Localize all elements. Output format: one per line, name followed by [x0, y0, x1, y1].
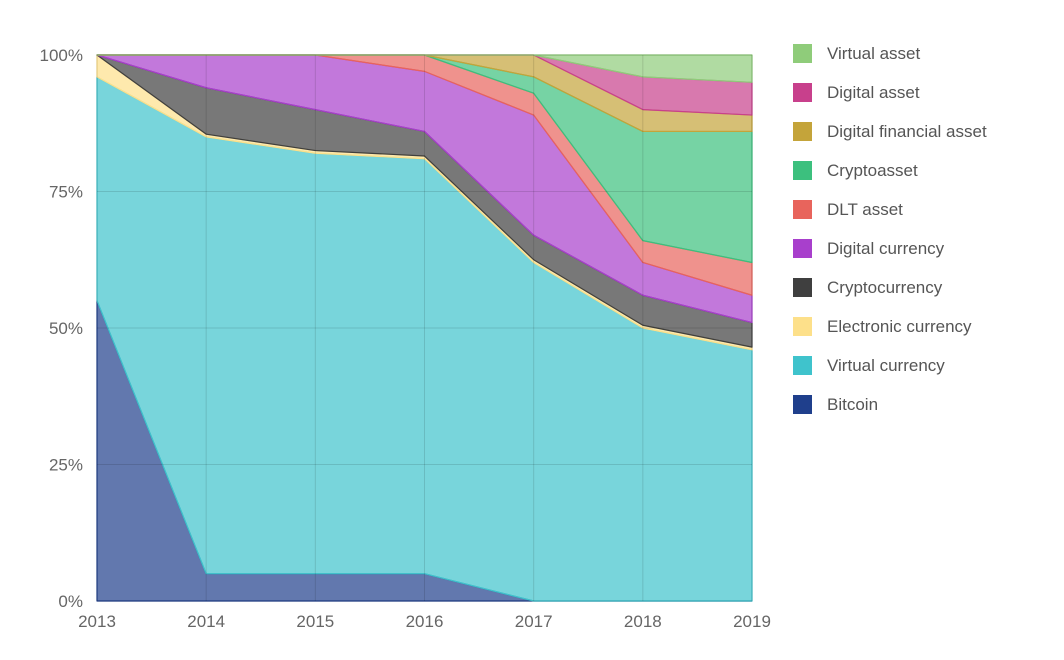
legend-label: Cryptocurrency — [827, 278, 943, 297]
x-tick-label: 2017 — [515, 612, 553, 631]
y-tick-label: 75% — [49, 183, 83, 202]
legend-swatch — [793, 356, 812, 375]
legend-item: DLT asset — [793, 200, 903, 219]
legend-swatch — [793, 395, 812, 414]
legend-item: Electronic currency — [793, 317, 972, 336]
legend-item: Bitcoin — [793, 395, 878, 414]
legend-label: Electronic currency — [827, 317, 972, 336]
legend-swatch — [793, 239, 812, 258]
y-tick-label: 100% — [40, 46, 83, 65]
y-tick-label: 50% — [49, 319, 83, 338]
y-tick-label: 25% — [49, 456, 83, 475]
gridlines — [96, 54, 753, 602]
legend-swatch — [793, 161, 812, 180]
legend-label: Virtual asset — [827, 44, 921, 63]
legend-label: Virtual currency — [827, 356, 945, 375]
legend-swatch — [793, 317, 812, 336]
legend-item: Cryptoasset — [793, 161, 918, 180]
legend-label: Digital currency — [827, 239, 945, 258]
legend-label: Digital financial asset — [827, 122, 987, 141]
legend: Virtual asset Digital asset Digital financ… — [793, 44, 987, 414]
areas — [96, 54, 753, 602]
legend-item: Virtual asset — [793, 44, 921, 63]
legend-item: Digital financial asset — [793, 122, 987, 141]
legend-swatch — [793, 122, 812, 141]
legend-swatch — [793, 44, 812, 63]
x-tick-label: 2015 — [296, 612, 334, 631]
x-tick-label: 2013 — [78, 612, 116, 631]
legend-label: DLT asset — [827, 200, 903, 219]
x-tick-label: 2018 — [624, 612, 662, 631]
legend-label: Digital asset — [827, 83, 920, 102]
y-axis: 0% 25% 50% 75% 100% — [40, 46, 83, 611]
area-virtual-asset — [96, 54, 753, 83]
x-axis: 2013 2014 2015 2016 2017 2018 2019 — [78, 612, 771, 631]
legend-item: Digital currency — [793, 239, 945, 258]
legend-item: Cryptocurrency — [793, 278, 943, 297]
y-tick-label: 0% — [58, 592, 83, 611]
legend-swatch — [793, 278, 812, 297]
x-tick-label: 2014 — [187, 612, 225, 631]
x-tick-label: 2016 — [406, 612, 444, 631]
legend-label: Bitcoin — [827, 395, 878, 414]
legend-label: Cryptoasset — [827, 161, 918, 180]
legend-item: Digital asset — [793, 83, 920, 102]
legend-item: Virtual currency — [793, 356, 945, 375]
legend-swatch — [793, 200, 812, 219]
legend-swatch — [793, 83, 812, 102]
x-tick-label: 2019 — [733, 612, 771, 631]
